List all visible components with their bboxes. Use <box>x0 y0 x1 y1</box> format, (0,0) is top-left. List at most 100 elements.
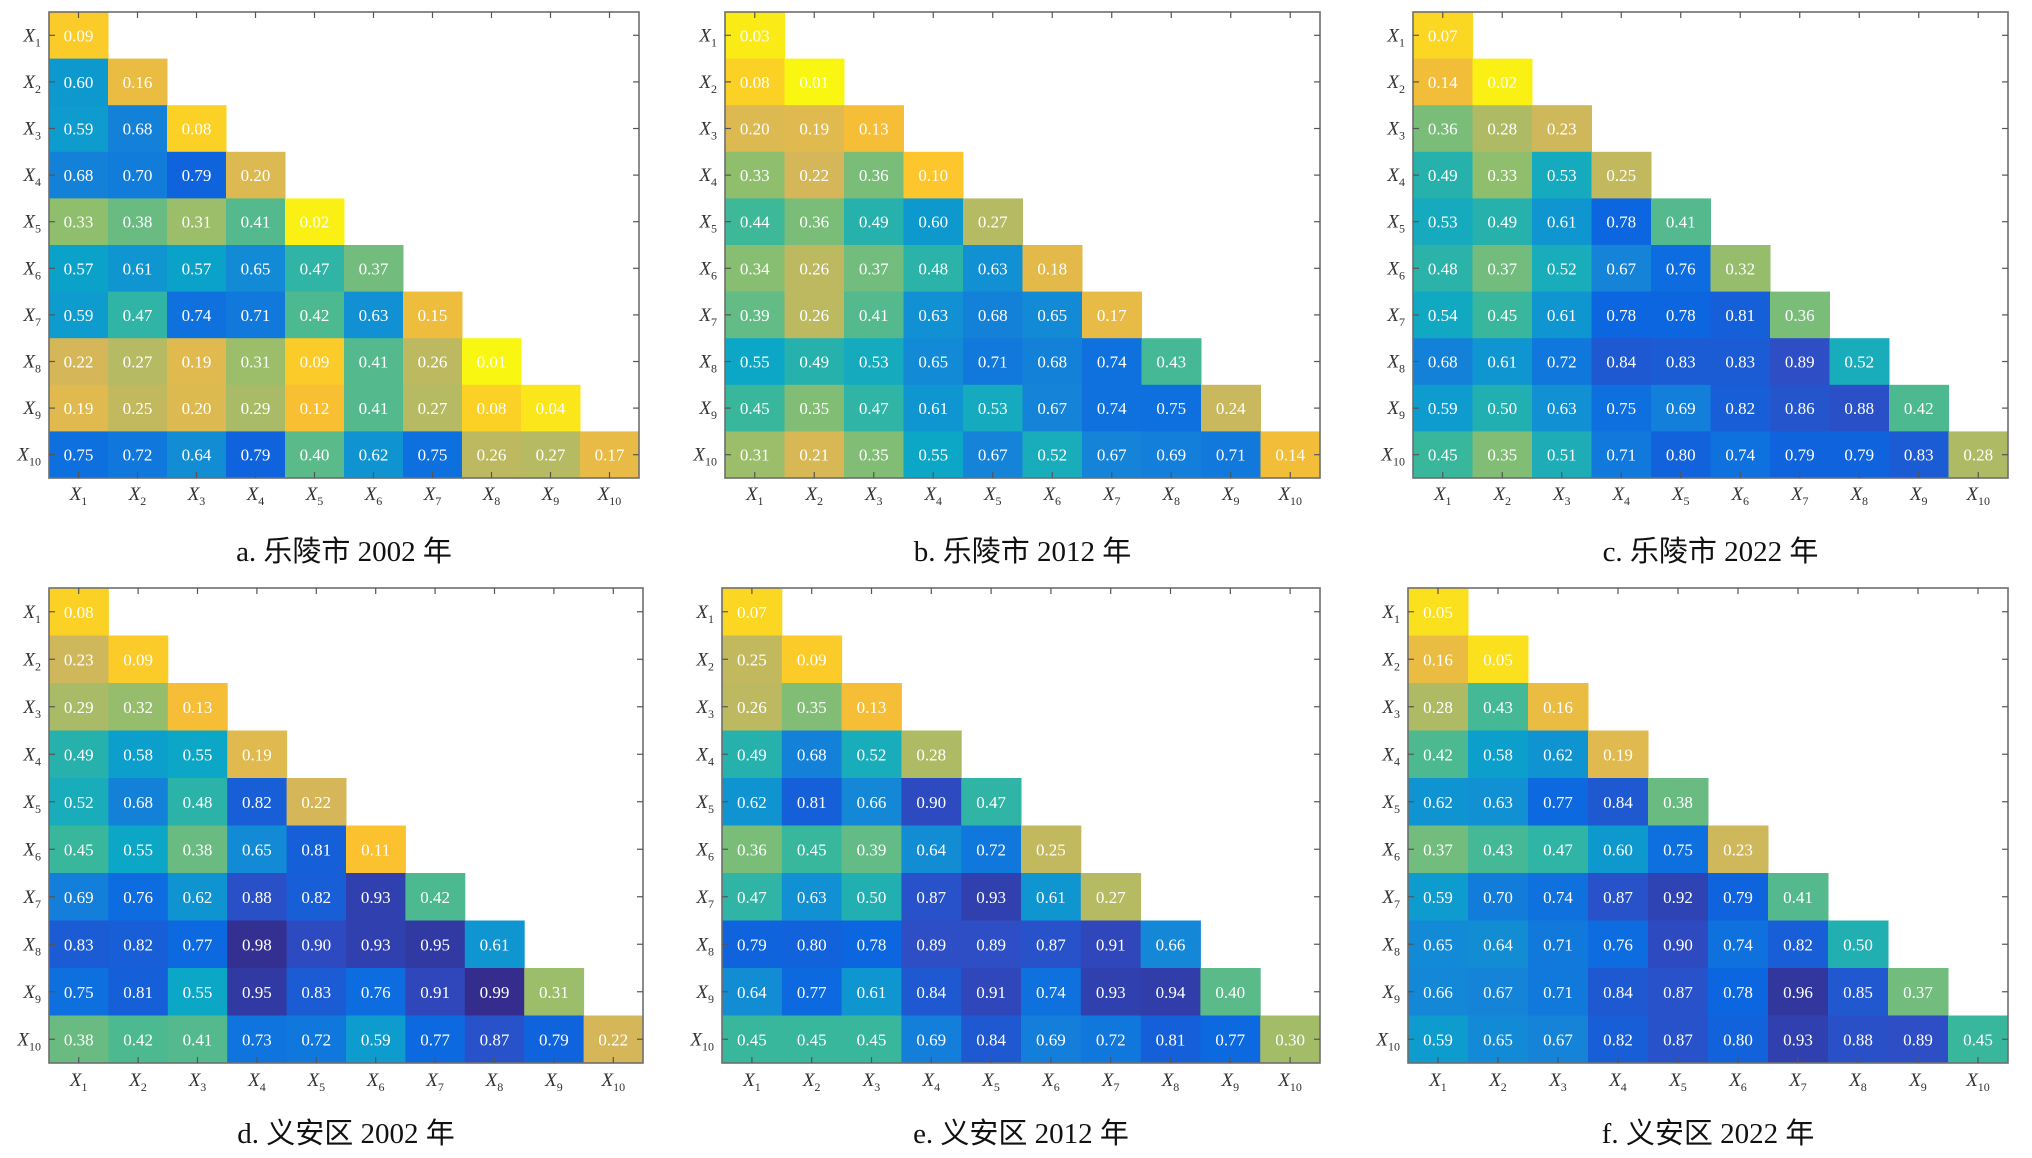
heatmap-cell-f-r7-c3 <box>1528 873 1589 921</box>
cell-value-label: 0.41 <box>359 399 389 418</box>
y-tick-label: X5 <box>1381 792 1400 816</box>
cell-value-label: 0.25 <box>1606 166 1636 185</box>
cell-value-label: 0.10 <box>918 166 948 185</box>
cell-value-label: 0.65 <box>241 259 271 278</box>
x-tick-label: X9 <box>544 1070 563 1094</box>
cell-value-label: 0.35 <box>797 698 827 717</box>
heatmap-cell-d-r9-c3 <box>167 968 228 1016</box>
heatmap-cell-a-r8-c5 <box>285 338 345 386</box>
heatmap-cell-c-r9-c5 <box>1651 384 1711 432</box>
heatmap-cell-e-r6-c4 <box>901 825 962 874</box>
y-tick-label: X7 <box>1381 887 1400 911</box>
cell-value-label: 0.70 <box>123 166 153 185</box>
heatmap-cell-b-r10-c10 <box>1260 431 1321 479</box>
heatmap-cell-c-r5-c1 <box>1413 198 1473 246</box>
panel-caption-c: c. 乐陵市 2022 年 <box>1603 535 1819 568</box>
cell-value-label: 0.62 <box>183 888 213 907</box>
cell-value-label: 0.74 <box>182 306 212 325</box>
cell-value-label: 0.67 <box>978 446 1008 465</box>
heatmap-cell-b-r9-c3 <box>844 384 904 432</box>
heatmap-cell-f-r6-c5 <box>1648 825 1709 874</box>
cell-value-label: 0.57 <box>64 259 94 278</box>
heatmap-cell-a-r6-c6 <box>344 245 404 293</box>
heatmap-cell-d-r7-c1 <box>49 873 109 921</box>
heatmap-cell-f-r3-c3 <box>1528 683 1589 731</box>
heatmap-cell-f-r3-c1 <box>1408 683 1469 731</box>
heatmap-cell-c-r7-c2 <box>1472 291 1533 339</box>
cell-value-label: 0.94 <box>1156 983 1186 1002</box>
cell-value-label: 0.16 <box>1543 698 1573 717</box>
cell-value-label: 0.69 <box>916 1030 946 1049</box>
cell-value-label: 0.89 <box>916 935 946 954</box>
cell-value-label: 0.03 <box>740 26 770 45</box>
heatmap-cell-e-r9-c9 <box>1200 968 1261 1016</box>
cell-value-label: 0.50 <box>857 888 887 907</box>
cell-value-label: 0.61 <box>123 259 153 278</box>
cell-value-label: 0.52 <box>1037 446 1067 465</box>
cell-value-label: 0.42 <box>1904 399 1934 418</box>
x-tick-label: X2 <box>1488 1070 1507 1094</box>
cell-value-label: 0.74 <box>1723 935 1753 954</box>
cell-value-label: 0.45 <box>1428 446 1458 465</box>
cell-value-label: 0.83 <box>301 983 331 1002</box>
heatmap-cell-e-r3-c3 <box>841 683 902 731</box>
y-tick-label: X10 <box>16 445 41 469</box>
heatmap-cell-b-r9-c1 <box>725 384 785 432</box>
cell-value-label: 0.87 <box>480 1030 510 1049</box>
cell-value-label: 0.75 <box>64 446 94 465</box>
cell-value-label: 0.53 <box>859 353 889 372</box>
cell-value-label: 0.36 <box>1785 306 1815 325</box>
x-tick-label: X8 <box>1161 1070 1180 1094</box>
cell-value-label: 0.05 <box>1423 603 1453 622</box>
heatmap-cell-d-r6-c2 <box>108 825 169 874</box>
cell-value-label: 0.43 <box>1483 698 1513 717</box>
heatmap-cell-f-r7-c6 <box>1708 873 1769 921</box>
heatmap-cell-f-r10-c10 <box>1948 1015 2009 1064</box>
cell-value-label: 0.95 <box>420 935 450 954</box>
heatmap-cell-d-r8-c8 <box>464 920 525 969</box>
cell-value-label: 0.66 <box>1423 983 1453 1002</box>
cell-value-label: 0.48 <box>183 793 213 812</box>
heatmap-cell-e-r6-c6 <box>1021 825 1082 874</box>
cell-value-label: 0.93 <box>361 888 391 907</box>
heatmap-cell-e-r10-c10 <box>1260 1015 1321 1064</box>
y-tick-label: X8 <box>22 934 41 958</box>
heatmap-cell-b-r7-c4 <box>903 291 964 339</box>
cell-value-label: 0.60 <box>64 73 94 92</box>
cell-value-label: 0.59 <box>64 120 94 139</box>
y-tick-label: X4 <box>22 165 41 189</box>
y-tick-label: X10 <box>16 1029 41 1053</box>
cell-value-label: 0.48 <box>918 259 948 278</box>
cell-value-label: 0.74 <box>1543 888 1573 907</box>
cell-value-label: 0.72 <box>1096 1030 1126 1049</box>
heatmap-cell-b-r9-c7 <box>1082 384 1142 432</box>
heatmap-cell-c-r9-c8 <box>1829 384 1890 432</box>
cell-value-label: 0.72 <box>976 840 1006 859</box>
cell-value-label: 0.64 <box>916 840 946 859</box>
cell-value-label: 0.63 <box>918 306 948 325</box>
heatmap-cell-f-r10-c5 <box>1648 1015 1709 1064</box>
heatmap-cell-e-r5-c1 <box>722 778 783 826</box>
heatmap-cell-a-r6-c3 <box>167 245 227 293</box>
heatmap-cell-a-r10-c9 <box>521 431 581 479</box>
cell-value-label: 0.61 <box>857 983 887 1002</box>
cell-value-label: 0.35 <box>799 399 829 418</box>
cell-value-label: 0.81 <box>797 793 827 812</box>
cell-value-label: 0.41 <box>1783 888 1813 907</box>
heatmap-cell-c-r2-c2 <box>1472 58 1533 106</box>
cell-value-label: 0.87 <box>1603 888 1633 907</box>
heatmap-cell-b-r3-c3 <box>844 105 904 153</box>
heatmap-cell-d-r3-c3 <box>167 683 228 731</box>
heatmap-cell-f-r4-c1 <box>1408 730 1469 779</box>
heatmap-cell-a-r1-c1 <box>49 12 109 60</box>
cell-value-label: 0.47 <box>976 793 1006 812</box>
cell-value-label: 0.65 <box>918 353 948 372</box>
heatmap-cell-f-r6-c6 <box>1708 825 1769 874</box>
cell-value-label: 0.44 <box>740 213 770 232</box>
cell-value-label: 0.21 <box>799 446 829 465</box>
heatmap-cell-b-r7-c6 <box>1022 291 1083 339</box>
heatmap-cell-b-r6-c6 <box>1022 245 1083 293</box>
cell-value-label: 0.55 <box>123 840 153 859</box>
heatmap-cell-d-r8-c7 <box>405 920 466 969</box>
heatmap-cell-f-r6-c4 <box>1588 825 1649 874</box>
